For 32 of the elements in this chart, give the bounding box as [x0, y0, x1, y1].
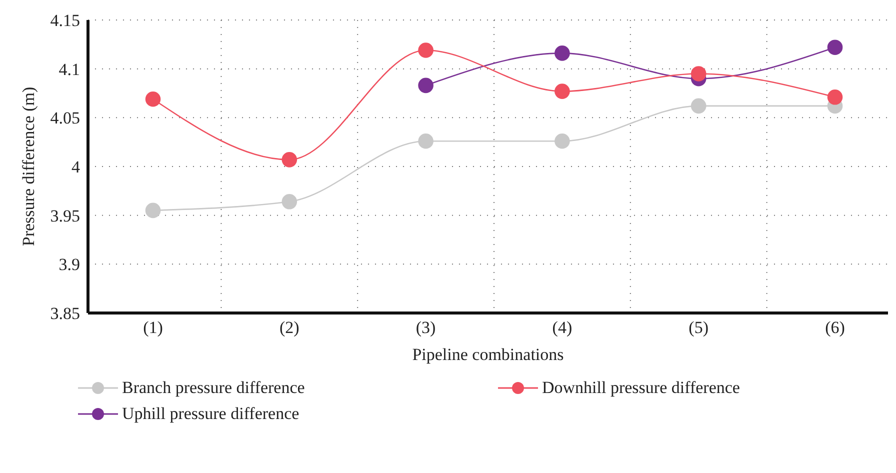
- legend-label: Downhill pressure difference: [542, 378, 740, 398]
- point: [282, 152, 298, 168]
- point: [418, 133, 434, 149]
- x-axis-title: Pipeline combinations: [412, 345, 564, 364]
- point: [145, 91, 161, 107]
- point: [554, 46, 570, 61]
- point: [554, 84, 570, 99]
- point: [827, 90, 843, 105]
- point: [554, 133, 570, 149]
- y-tick-label: 3.95: [50, 206, 80, 226]
- x-tick-label: (4): [552, 318, 572, 338]
- legend-label: Branch pressure difference: [122, 378, 305, 398]
- point: [690, 98, 706, 114]
- point: [690, 66, 706, 82]
- y-tick-label: 4.05: [50, 108, 80, 128]
- y-tick-label: 3.85: [50, 304, 80, 324]
- y-tick-label: 3.9: [58, 255, 80, 274]
- y-tick-label: 4.15: [50, 11, 80, 30]
- point: [418, 42, 434, 58]
- point: [145, 202, 161, 218]
- x-tick-label: (2): [279, 318, 300, 338]
- x-tick-label: (5): [688, 318, 709, 338]
- point: [418, 78, 434, 94]
- y-tick-label: 4.1: [58, 60, 80, 79]
- x-tick-label: (1): [143, 318, 163, 338]
- x-tick-label: (6): [825, 318, 845, 338]
- legend-label: Uphill pressure difference: [122, 404, 300, 424]
- y-axis-title: Pressure difference (m): [19, 86, 38, 246]
- y-tick-label: 4: [72, 158, 80, 177]
- point: [827, 40, 843, 55]
- point: [282, 194, 298, 210]
- x-tick-label: (3): [416, 318, 436, 338]
